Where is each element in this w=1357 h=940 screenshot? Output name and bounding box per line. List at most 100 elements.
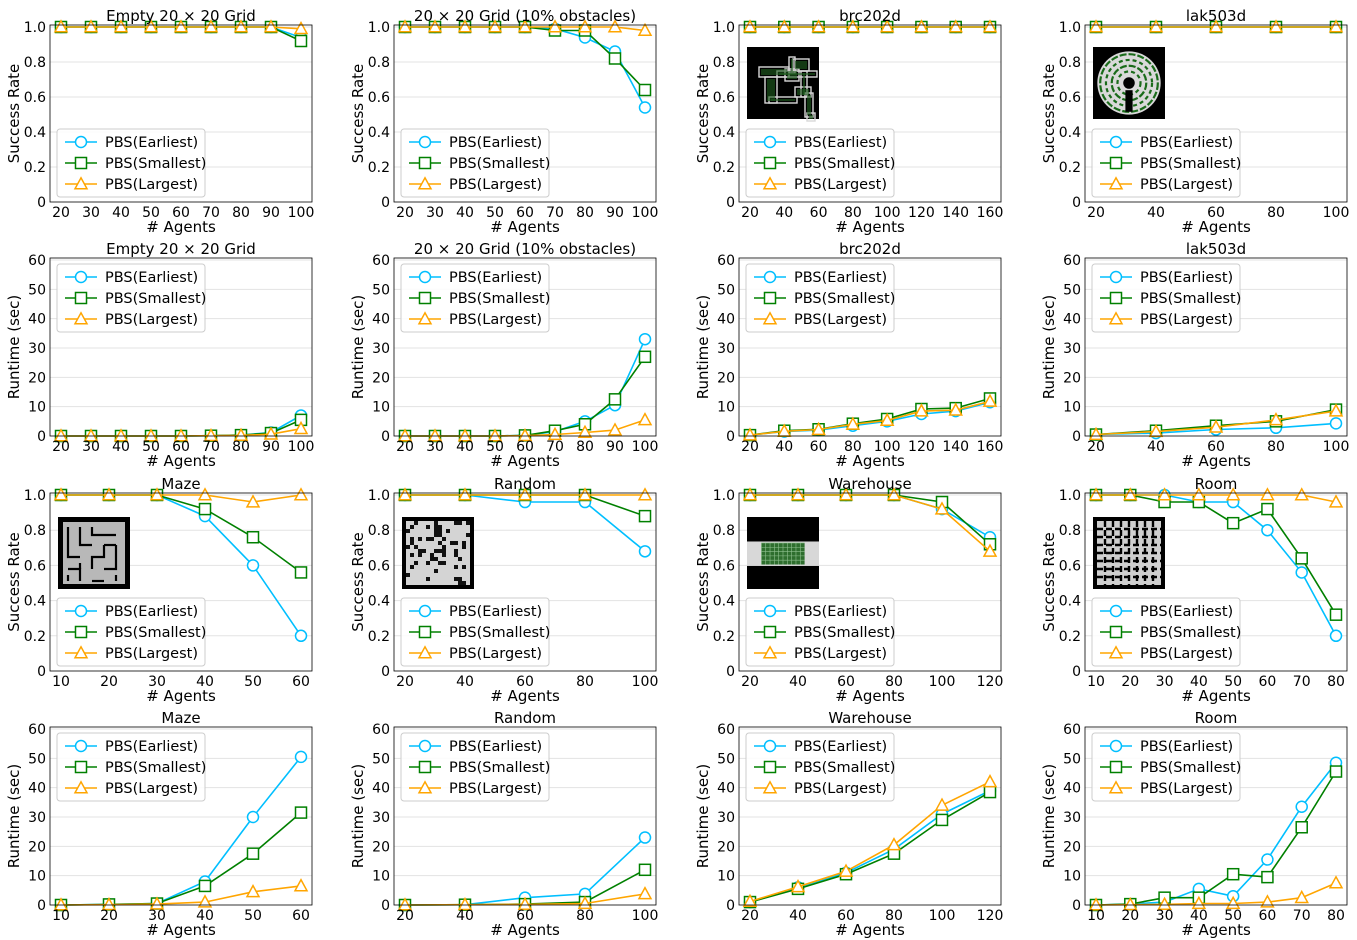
data-point-largest <box>397 428 413 442</box>
y-tick-label: 30 <box>372 810 390 826</box>
data-point-smallest <box>638 350 652 364</box>
x-axis-label: # Agents <box>146 687 216 705</box>
data-point-largest <box>457 19 473 33</box>
data-point-largest <box>1225 487 1241 501</box>
data-point-largest <box>1191 895 1207 910</box>
y-tick-label: 60 <box>717 722 735 738</box>
data-point-largest <box>293 487 309 501</box>
legend-label-earliest: PBS(Earliest) <box>1140 604 1233 620</box>
legend-marker-smallest <box>1109 291 1123 305</box>
legend-marker-earliest <box>74 135 88 149</box>
data-point-largest <box>245 494 261 508</box>
x-tick-label: 20 <box>1121 908 1139 924</box>
data-point-largest <box>113 19 129 33</box>
data-point-smallest <box>198 502 212 516</box>
y-tick-label: 0.8 <box>24 523 46 539</box>
x-tick-label: 60 <box>172 205 190 221</box>
data-point-largest <box>457 896 473 911</box>
legend-label-earliest: PBS(Earliest) <box>449 604 542 620</box>
legend-label-earliest: PBS(Earliest) <box>1140 270 1233 286</box>
legend-marker-largest <box>417 311 433 325</box>
legend-label-largest: PBS(Largest) <box>449 312 542 328</box>
x-axis-label: # Agents <box>146 921 216 939</box>
data-point-smallest <box>198 879 212 893</box>
y-tick-label: 0.6 <box>368 90 390 106</box>
y-tick-label: 30 <box>372 341 390 357</box>
data-point-largest <box>517 487 533 501</box>
data-point-largest <box>1208 419 1224 433</box>
legend-label-smallest: PBS(Smallest) <box>449 156 550 172</box>
y-tick-label: 0 <box>381 664 390 680</box>
x-axis-label: # Agents <box>835 921 905 939</box>
x-tick-label: 20 <box>100 674 118 690</box>
x-tick-label: 40 <box>112 439 130 455</box>
y-tick-label: 0 <box>726 898 735 914</box>
y-tick-label: 0.6 <box>24 90 46 106</box>
legend-label-earliest: PBS(Earliest) <box>105 739 198 755</box>
data-point-largest <box>577 487 593 501</box>
x-tick-label: 20 <box>396 674 414 690</box>
legend-label-earliest: PBS(Earliest) <box>794 135 887 151</box>
subplot-title: 20 × 20 Grid (10% obstacles) <box>414 240 636 258</box>
y-tick-label: 40 <box>372 781 390 797</box>
map-inset-brc <box>747 47 819 122</box>
map-inset-lak <box>1093 47 1165 119</box>
x-tick-label: 60 <box>172 439 190 455</box>
gridlines <box>1085 728 1347 877</box>
subplot-title: Warehouse <box>828 709 911 727</box>
legend-marker-smallest <box>1109 625 1123 639</box>
y-tick-label: 0.2 <box>713 629 735 645</box>
x-tick-label: 40 <box>1147 439 1165 455</box>
legend-label-largest: PBS(Largest) <box>794 177 887 193</box>
x-tick-label: 10 <box>52 674 70 690</box>
x-tick-label: 60 <box>810 439 828 455</box>
plot-frame <box>738 726 1002 906</box>
x-tick-label: 10 <box>52 908 70 924</box>
x-tick-label: 80 <box>576 908 594 924</box>
x-tick-label: 40 <box>456 908 474 924</box>
data-point-largest <box>397 487 413 501</box>
x-tick-label: 40 <box>456 205 474 221</box>
legend-box <box>400 597 550 667</box>
y-tick-label: 20 <box>372 839 390 855</box>
x-tick-label: 30 <box>148 674 166 690</box>
legend-marker-earliest <box>74 604 88 618</box>
legend: PBS(Earliest) PBS(Smallest) PBS(Largest) <box>56 732 206 802</box>
y-axis-label: Runtime (sec) <box>694 764 712 868</box>
x-tick-label: 120 <box>908 205 935 221</box>
data-point-largest <box>83 19 99 33</box>
y-tick-label: 20 <box>717 370 735 386</box>
x-tick-label: 160 <box>977 439 1004 455</box>
data-point-smallest <box>1329 608 1343 621</box>
legend-label-earliest: PBS(Earliest) <box>105 604 198 620</box>
y-tick-label: 0.6 <box>713 558 735 574</box>
map-inset-maze <box>58 517 130 589</box>
data-point-largest <box>577 895 593 910</box>
x-tick-label: 80 <box>1267 439 1285 455</box>
data-point-largest <box>1123 487 1138 501</box>
y-tick-label: 30 <box>1063 810 1081 826</box>
data-point-smallest <box>638 509 652 523</box>
legend-marker-smallest <box>74 156 88 170</box>
x-tick-label: 80 <box>232 205 250 221</box>
y-tick-label: 0 <box>1072 898 1081 914</box>
x-tick-label: 40 <box>456 674 474 690</box>
y-tick-label: 0 <box>381 195 390 211</box>
data-point-largest <box>101 487 117 501</box>
y-tick-label: 0.6 <box>713 90 735 106</box>
x-tick-label: 60 <box>1207 205 1225 221</box>
legend-marker-smallest <box>763 760 777 774</box>
x-tick-label: 40 <box>789 674 807 690</box>
data-point-smallest <box>1261 502 1274 516</box>
legend-marker-smallest <box>418 291 432 305</box>
x-tick-label: 90 <box>606 205 624 221</box>
y-tick-label: 1.0 <box>24 20 46 36</box>
x-tick-label: 60 <box>837 908 855 924</box>
data-point-smallest <box>1226 516 1240 530</box>
plot-frame <box>393 492 657 672</box>
data-point-smallest <box>246 847 260 860</box>
subplot-6: 0 10 20 30 40 50 60 20 30 40 50 60 70 80 90 100 # Agents… <box>349 240 658 470</box>
subplot-11: 0 0.2 0.4 0.6 0.8 1.0 20 40 60 80 100 120 # Agents Su… <box>694 475 1003 705</box>
y-tick-label: 20 <box>1063 370 1081 386</box>
data-point-largest <box>637 22 653 37</box>
